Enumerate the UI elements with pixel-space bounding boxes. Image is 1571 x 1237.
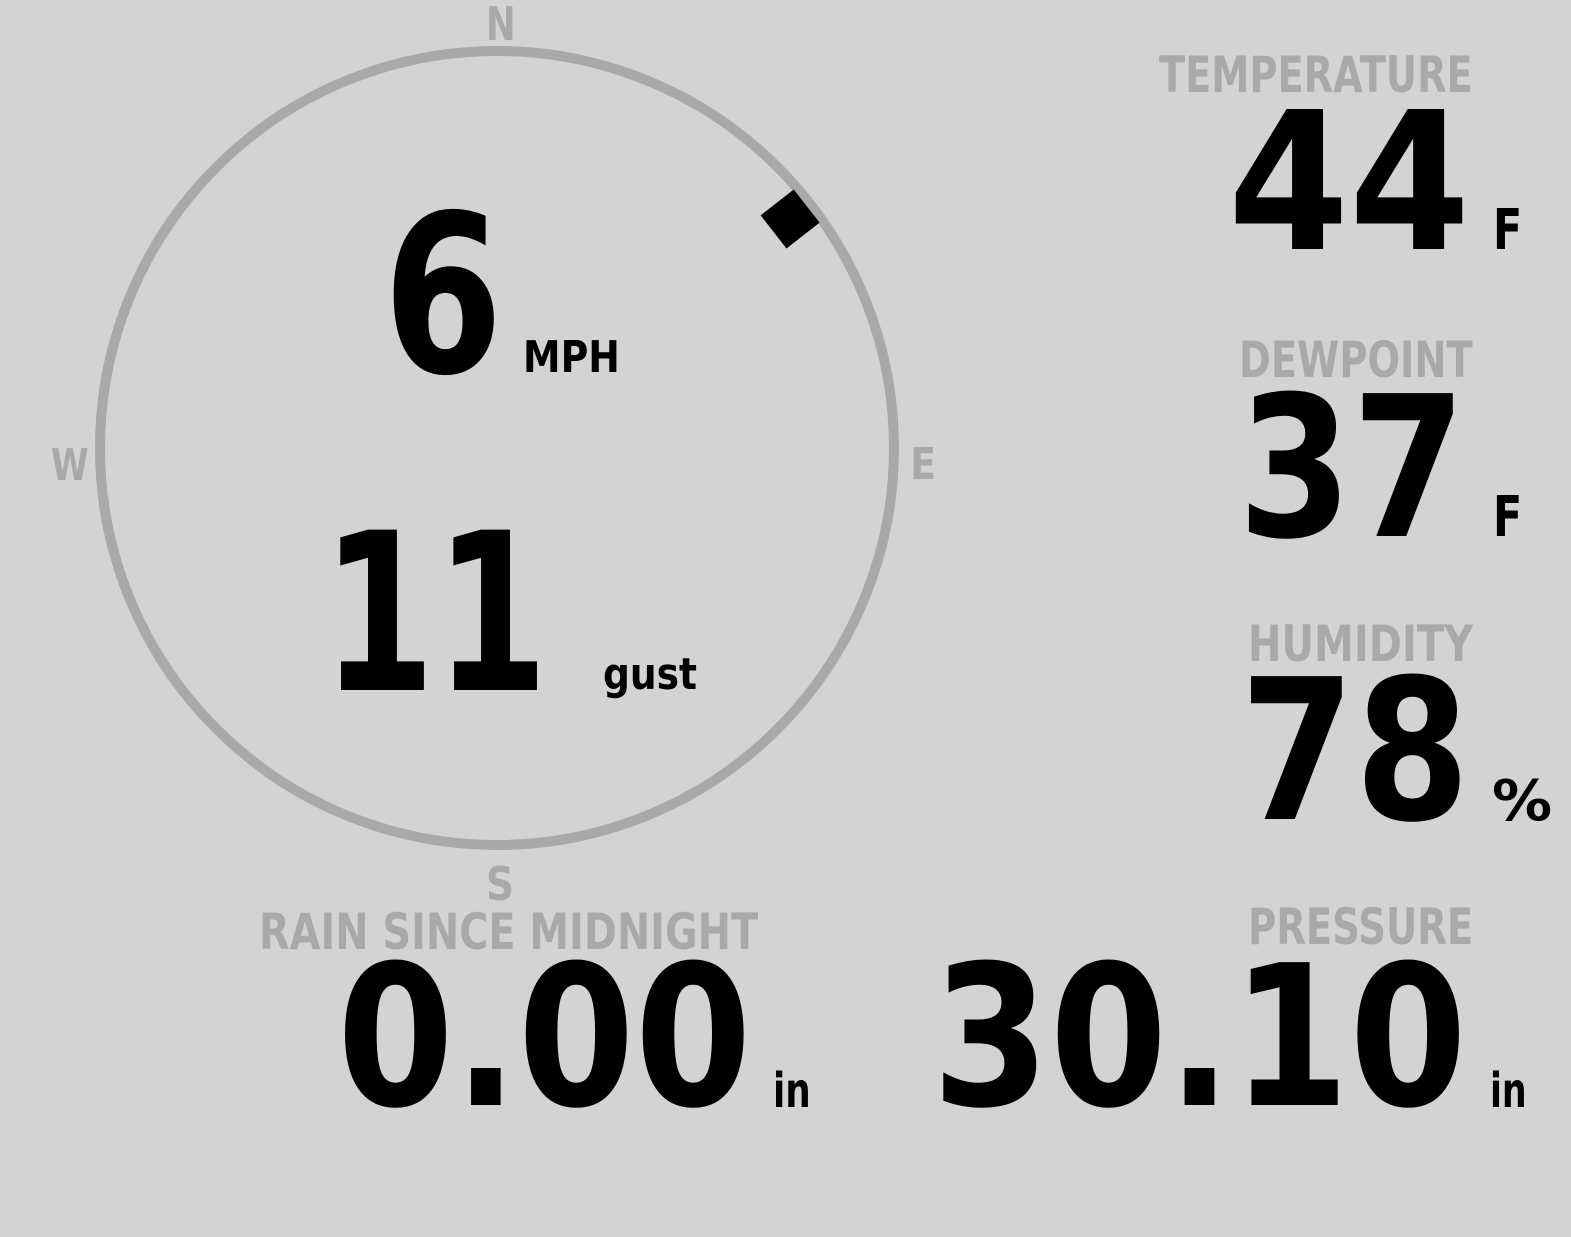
compass-west-label: W	[51, 440, 89, 491]
compass-south-label: S	[486, 857, 515, 911]
wind-gust-value: 11	[322, 486, 549, 742]
rain-value: 0.00	[337, 924, 752, 1152]
wind-gust-unit: gust	[603, 649, 698, 700]
wind-direction-marker	[760, 189, 820, 249]
pressure-label: PRESSURE	[1248, 898, 1474, 956]
temperature-label: TEMPERATURE	[1159, 46, 1473, 104]
humidity-unit: %	[1492, 769, 1553, 834]
compass-north-label: N	[486, 0, 516, 51]
compass-east-label: E	[910, 439, 937, 490]
dewpoint-value: 37	[1238, 355, 1466, 583]
compass-ring	[95, 46, 899, 850]
wind-speed-unit: MPH	[523, 332, 620, 383]
dewpoint-unit: F	[1493, 485, 1523, 550]
wind-speed-value: 6	[383, 168, 504, 424]
dewpoint-label: DEWPOINT	[1239, 331, 1473, 389]
humidity-value: 78	[1240, 638, 1470, 866]
temperature-value: 44	[1228, 72, 1471, 295]
temperature-unit: F	[1493, 198, 1523, 263]
pressure-value: 30.10	[932, 924, 1467, 1152]
humidity-label: HUMIDITY	[1248, 615, 1474, 673]
pressure-unit: in	[1490, 1063, 1527, 1119]
rain-unit: in	[773, 1063, 811, 1119]
rain-label: RAIN SINCE MIDNIGHT	[259, 903, 759, 961]
